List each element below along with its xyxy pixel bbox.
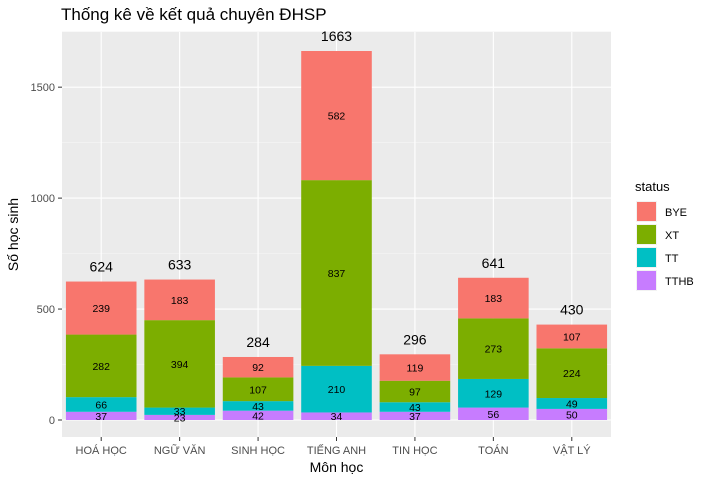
bar-segment-bye <box>222 356 294 378</box>
segment-value-label: 56 <box>488 409 500 421</box>
bar-segment-tthb <box>65 411 137 420</box>
bar-segment-tt <box>65 397 137 412</box>
segment-value-label: 282 <box>92 361 110 373</box>
total-value-label: 1663 <box>321 28 352 44</box>
bar-segment-tthb <box>379 411 451 420</box>
y-axis: 0 500 1000 1500 <box>31 82 62 427</box>
segment-value-label: 50 <box>566 409 578 421</box>
bar-segment-xt <box>536 348 608 399</box>
total-value-label: 296 <box>403 331 427 347</box>
bar-segment-tthb <box>301 412 372 420</box>
segment-value-label: 224 <box>563 368 581 380</box>
total-value-label: 641 <box>482 255 506 271</box>
segment-value-label: 119 <box>407 363 424 375</box>
bar-segment-tt <box>458 378 529 408</box>
bar-segment-xt <box>301 180 372 366</box>
legend-label: TTHB <box>665 276 694 288</box>
bars <box>65 51 608 420</box>
x-axis: HOÁ HỌC NGỮ VĂN SINH HỌC TIẾNG ANH TIN HỌC TO… <box>76 437 591 457</box>
segment-value-label: 49 <box>566 398 578 410</box>
y-tick-label: 1500 <box>31 82 55 94</box>
y-tick-label: 0 <box>49 415 55 427</box>
segment-value-label: 129 <box>485 388 503 400</box>
segment-value-label: 582 <box>328 111 346 123</box>
y-tick-label: 1000 <box>31 193 55 205</box>
bar-segment-tt <box>536 398 608 409</box>
chart-title: Thống kê về kết quả chuyên ĐHSP <box>61 5 327 24</box>
segment-value-label: 92 <box>252 362 264 374</box>
legend-label: TT <box>665 253 679 265</box>
segment-value-label: 23 <box>174 412 186 424</box>
segment-value-label: 33 <box>174 406 186 418</box>
bar-segment-tthb <box>144 414 215 420</box>
segment-value-label: 34 <box>331 411 343 423</box>
legend-swatch-xt <box>637 225 656 244</box>
bar-segment-bye <box>379 354 451 381</box>
segment-value-label: 43 <box>409 402 421 414</box>
total-value-label: 633 <box>168 257 192 273</box>
x-tick-label: HOÁ HỌC <box>76 444 127 457</box>
bar-segment-tthb <box>536 408 608 420</box>
x-tick-label: VẬT LÝ <box>553 444 591 457</box>
segment-labels: 3766282239233339418342431079234210837582… <box>92 111 580 425</box>
segment-value-label: 66 <box>95 399 107 411</box>
segment-value-label: 210 <box>328 384 346 396</box>
segment-value-label: 43 <box>252 401 264 413</box>
segment-value-label: 837 <box>328 268 346 280</box>
bar-segment-bye <box>144 279 215 321</box>
legend-swatch-bye <box>637 202 656 221</box>
segment-value-label: 183 <box>485 293 503 305</box>
segment-value-label: 273 <box>485 344 503 356</box>
segment-value-label: 37 <box>95 411 107 423</box>
segment-value-label: 239 <box>92 303 110 315</box>
y-tick-label: 500 <box>37 304 55 316</box>
segment-value-label: 37 <box>409 411 421 423</box>
segment-value-label: 183 <box>171 295 189 307</box>
x-tick-label: TIN HỌC <box>392 445 437 457</box>
bar-segment-xt <box>144 320 215 408</box>
bar-segment-xt <box>222 377 294 402</box>
x-tick-label: TIẾNG ANH <box>307 444 366 457</box>
x-axis-title: Môn học <box>310 459 364 475</box>
total-value-label: 624 <box>90 259 114 275</box>
total-value-label: 284 <box>246 334 270 350</box>
bar-segment-tt <box>379 402 451 412</box>
segment-value-label: 107 <box>249 384 267 396</box>
segment-value-label: 97 <box>409 386 421 398</box>
bar-segment-tt <box>222 401 294 411</box>
bar-segment-bye <box>301 51 372 181</box>
bar-segment-tthb <box>458 407 529 420</box>
bar-segment-tt <box>301 365 372 413</box>
legend-label: XT <box>665 230 679 242</box>
segment-value-label: 42 <box>252 410 264 422</box>
bar-segment-bye <box>458 277 529 319</box>
bar-segment-xt <box>65 334 137 398</box>
segment-value-label: 394 <box>171 359 189 371</box>
legend: status BYE XT TT TTHB <box>635 179 694 291</box>
bar-segment-xt <box>379 380 451 403</box>
bar-segment-xt <box>458 318 529 379</box>
bar-segment-bye <box>65 281 137 335</box>
y-axis-title: Số học sinh <box>5 198 21 271</box>
x-tick-label: SINH HỌC <box>231 445 285 457</box>
bar-segment-tthb <box>222 410 294 420</box>
legend-swatch-tthb <box>637 271 656 290</box>
bar-segment-bye <box>536 324 608 349</box>
total-labels: 624 633 284 1663 296 641 430 <box>90 28 584 350</box>
segment-value-label: 107 <box>563 331 581 343</box>
legend-label: BYE <box>665 207 687 219</box>
bar-segment-tt <box>144 407 215 415</box>
legend-swatch-tt <box>637 248 656 267</box>
x-tick-label: NGỮ VĂN <box>154 444 206 457</box>
total-value-label: 430 <box>560 302 584 318</box>
x-tick-label: TOÁN <box>478 444 508 457</box>
legend-title: status <box>635 179 670 194</box>
